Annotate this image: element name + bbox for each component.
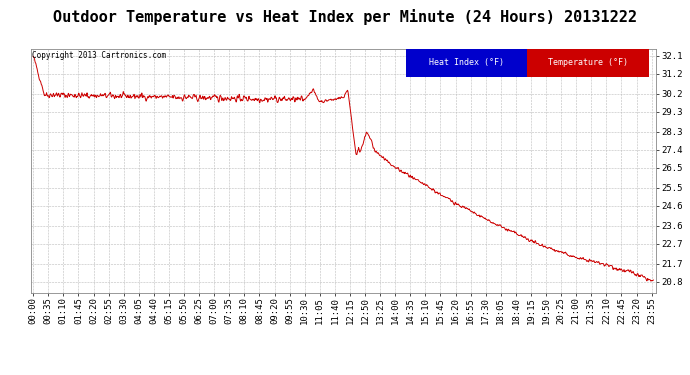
Bar [406,49,527,77]
Text: Temperature (°F): Temperature (°F) [549,58,629,67]
Text: Outdoor Temperature vs Heat Index per Minute (24 Hours) 20131222: Outdoor Temperature vs Heat Index per Mi… [53,9,637,26]
Text: Heat Index (°F): Heat Index (°F) [429,58,504,67]
Text: Copyright 2013 Cartronics.com: Copyright 2013 Cartronics.com [32,51,166,60]
Bar [527,49,649,77]
